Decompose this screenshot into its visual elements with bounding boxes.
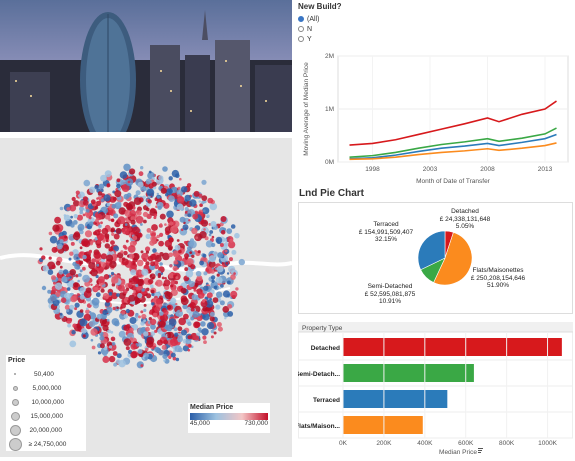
pie-label-name: Detached (451, 208, 479, 215)
line-x-tick: 2003 (423, 166, 438, 173)
pie-label-value: £ 154,991,509,407 (358, 228, 414, 236)
radio-icon[interactable] (298, 26, 304, 32)
bar-chart-xlabel: Median Price (439, 449, 477, 456)
bar-3[interactable] (343, 416, 423, 434)
pie-chart-panel: Detached £ 24,338,131,648 5.05% Terraced… (298, 202, 573, 314)
line-x-tick: 2008 (480, 166, 495, 173)
line-y-tick: 2M (325, 53, 334, 60)
price-legend-item: 20,000,000 (8, 423, 86, 437)
pie-label-semi-detached: Semi-Detached £ 52,595,081,875 10.91% (359, 283, 421, 306)
bar-category-label: Detached (311, 345, 340, 352)
median-color-ramp (190, 413, 268, 420)
bar-2[interactable] (343, 390, 448, 408)
bar-chart-header: Property Type (302, 325, 343, 332)
bar-x-tick: 200K (376, 440, 392, 447)
size-circle-icon (10, 411, 20, 421)
price-legend-item: 50,400 (8, 367, 86, 381)
radio-icon[interactable] (298, 36, 304, 42)
pie-label-name: Flats/Maisonettes (472, 267, 524, 274)
price-legend-label: 20,000,000 (29, 426, 63, 434)
pie-label-value: £ 250,208,154,646 (470, 274, 526, 282)
line-y-tick: 1M (325, 106, 334, 113)
median-legend-title: Median Price (190, 404, 234, 411)
pie-label-name: Terraced (373, 221, 399, 228)
filter-option-label: N (307, 25, 313, 33)
filter-option-n[interactable]: N (298, 24, 418, 34)
pie-chart-title: Lnd Pie Chart (299, 188, 365, 199)
pie-label-percent: 5.05% (455, 223, 475, 230)
london-skyline-image (0, 0, 292, 132)
bar-x-tick: 400K (417, 440, 433, 447)
line-x-tick: 1998 (365, 166, 380, 173)
pie-chart (417, 230, 473, 286)
bar-x-tick: 800K (499, 440, 515, 447)
size-circle-icon (8, 437, 22, 451)
price-legend-label: 5,000,000 (32, 384, 62, 392)
price-size-legend: Price 50,400 5,000,000 10,000,000 15,000,00… (6, 355, 86, 451)
price-legend-item: 10,000,000 (8, 395, 86, 409)
price-legend-label: ≥ 24,750,000 (28, 440, 67, 448)
new-build-filter: New Build? (All) N Y (298, 2, 418, 46)
line-series-3 (349, 142, 557, 161)
median-legend-max: 730,000 (244, 420, 269, 427)
bar-category-label: Terraced (313, 397, 340, 404)
radio-icon[interactable] (298, 16, 304, 22)
bar-x-tick: 600K (458, 440, 474, 447)
median-legend-min: 45,000 (190, 420, 210, 427)
line-series-0 (349, 100, 557, 146)
price-legend-label: 10,000,000 (31, 398, 65, 406)
line-series-1 (349, 127, 557, 159)
line-y-tick: 0M (325, 159, 334, 166)
filter-option-y[interactable]: Y (298, 34, 418, 44)
price-legend-item: 15,000,000 (8, 409, 86, 423)
line-chart-panel: Moving Average of Median Price Month of … (298, 50, 573, 186)
size-circle-icon (9, 424, 21, 436)
pie-label-percent: 10.91% (378, 298, 402, 305)
bar-category-label: Flats/Maison... (298, 423, 340, 430)
filter-option-all[interactable]: (All) (298, 14, 418, 24)
size-circle-icon (11, 398, 19, 406)
bar-category-label: Semi-Detach... (298, 371, 340, 378)
bar-0[interactable] (343, 338, 562, 356)
pie-slice-flats-maisonettes[interactable] (433, 231, 473, 286)
price-legend-item: ≥ 24,750,000 (8, 437, 86, 451)
pie-label-flats: Flats/Maisonettes £ 250,208,154,646 51.9… (465, 267, 531, 290)
line-x-tick: 2013 (538, 166, 553, 173)
size-circle-icon (14, 373, 16, 375)
sort-icon[interactable] (478, 448, 483, 453)
filter-option-label: Y (307, 35, 312, 43)
line-chart: Moving Average of Median Price Month of … (303, 53, 569, 185)
pie-label-name: Semi-Detached (367, 283, 413, 290)
bar-chart: Property Type Detached Semi-Detach... Terr… (295, 322, 574, 456)
pie-label-percent: 51.90% (486, 282, 510, 289)
price-legend-item: 5,000,000 (8, 381, 86, 395)
pie-slice-terraced[interactable] (417, 230, 446, 271)
pie-label-terraced: Terraced £ 154,991,509,407 32.15% (355, 221, 417, 244)
price-legend-label: 50,400 (34, 370, 54, 378)
pie-label-value: £ 24,338,131,648 (439, 215, 491, 223)
filter-option-label: (All) (307, 15, 320, 23)
size-circle-icon (12, 385, 18, 391)
bar-1[interactable] (343, 364, 474, 382)
bar-x-tick: 1000K (538, 440, 557, 447)
line-series-2 (349, 133, 557, 160)
line-chart-ylabel: Moving Average of Median Price (303, 62, 310, 156)
median-price-legend: Median Price 45,000 730,000 (188, 403, 270, 433)
bar-x-tick: 0K (339, 440, 348, 447)
price-legend-title: Price (8, 357, 26, 364)
filter-title: New Build? (298, 2, 342, 11)
bar-chart-panel: Property Type Detached Semi-Detach... Terr… (295, 320, 574, 456)
pie-label-detached: Detached £ 24,338,131,648 5.05% (435, 208, 495, 231)
price-legend-label: 15,000,000 (30, 412, 64, 420)
pie-label-percent: 32.15% (374, 236, 398, 243)
line-chart-xlabel: Month of Date of Transfer (416, 178, 491, 185)
pie-label-value: £ 52,595,081,875 (364, 290, 416, 298)
